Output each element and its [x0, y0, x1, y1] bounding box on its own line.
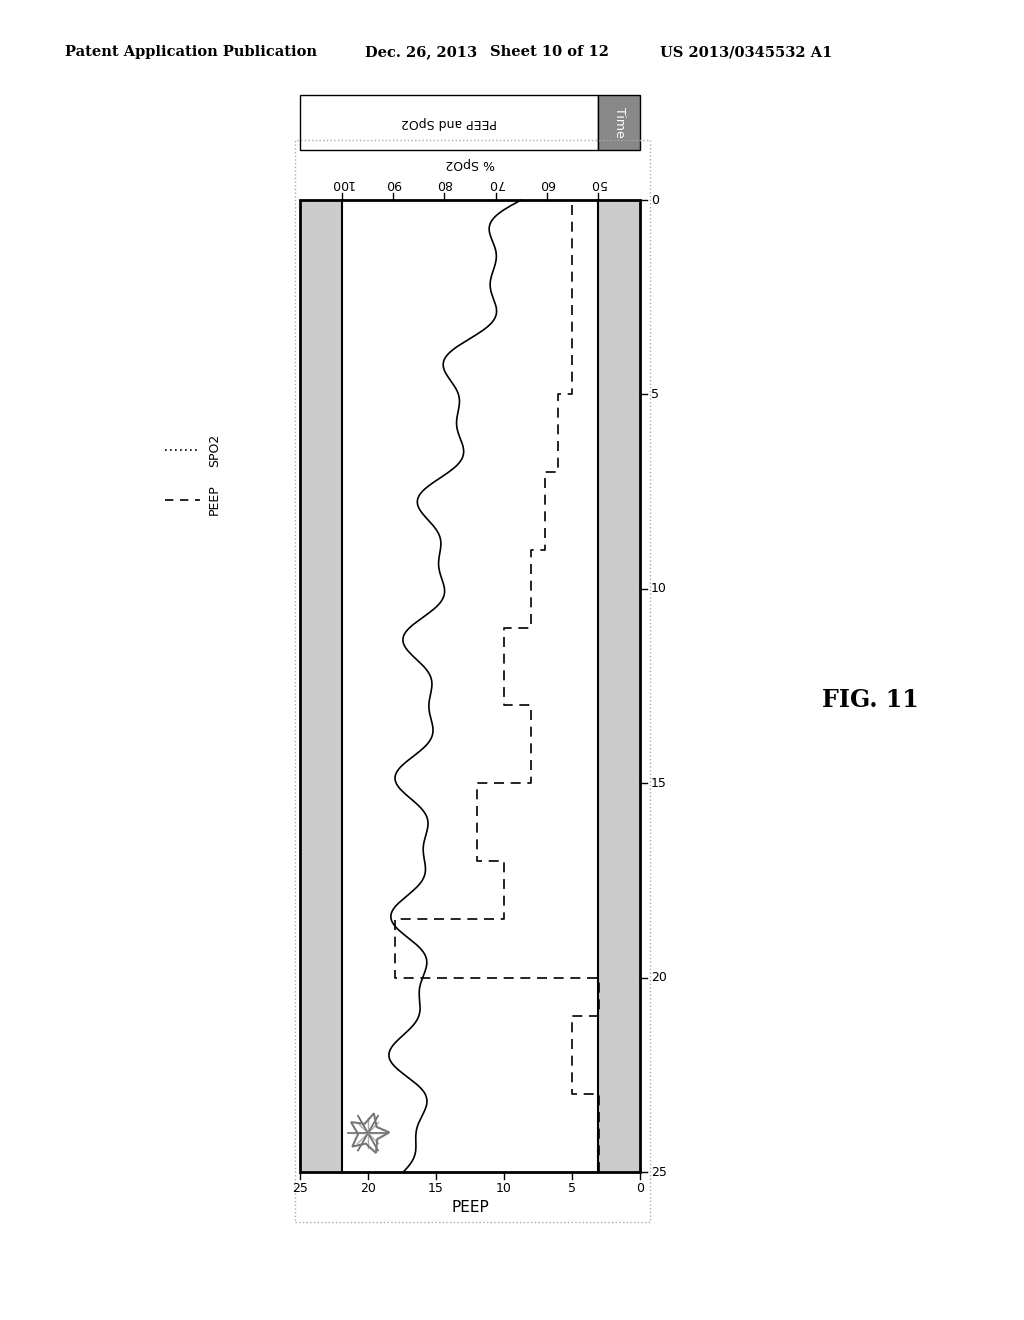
Bar — [598, 201, 640, 1172]
Text: 15: 15 — [428, 1181, 444, 1195]
Text: % SpO2: % SpO2 — [445, 157, 495, 170]
Text: 70: 70 — [487, 177, 504, 190]
Text: 100: 100 — [330, 177, 354, 190]
Text: 25: 25 — [292, 1181, 308, 1195]
Text: 10: 10 — [651, 582, 667, 595]
Bar — [342, 201, 598, 1172]
Text: Time: Time — [612, 107, 626, 137]
Text: 20: 20 — [360, 1181, 376, 1195]
Text: US 2013/0345532 A1: US 2013/0345532 A1 — [660, 45, 833, 59]
Bar — [598, 95, 640, 150]
Text: PEEP: PEEP — [208, 484, 221, 515]
Text: Patent Application Publication: Patent Application Publication — [65, 45, 317, 59]
Text: PEEP and SpO2: PEEP and SpO2 — [401, 116, 497, 129]
Text: 5: 5 — [651, 388, 659, 401]
Text: SPO2: SPO2 — [208, 433, 221, 467]
Text: Sheet 10 of 12: Sheet 10 of 12 — [490, 45, 609, 59]
Text: 10: 10 — [496, 1181, 512, 1195]
Bar — [300, 201, 342, 1172]
Text: 60: 60 — [539, 177, 555, 190]
Text: 20: 20 — [651, 972, 667, 985]
Text: 0: 0 — [651, 194, 659, 206]
Text: 25: 25 — [651, 1166, 667, 1179]
Text: 15: 15 — [651, 776, 667, 789]
Text: 0: 0 — [636, 1181, 644, 1195]
Text: Dec. 26, 2013: Dec. 26, 2013 — [365, 45, 477, 59]
Bar — [300, 95, 598, 150]
Text: 80: 80 — [436, 177, 453, 190]
Text: 50: 50 — [590, 177, 606, 190]
Text: 5: 5 — [568, 1181, 575, 1195]
Bar — [300, 201, 640, 1172]
Text: PEEP: PEEP — [452, 1200, 488, 1214]
Bar — [295, 140, 650, 1222]
Text: FIG. 11: FIG. 11 — [821, 688, 919, 711]
Text: 90: 90 — [385, 177, 401, 190]
